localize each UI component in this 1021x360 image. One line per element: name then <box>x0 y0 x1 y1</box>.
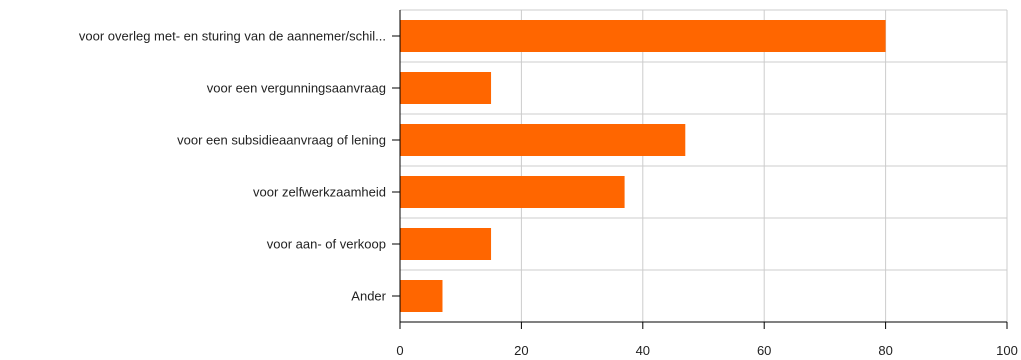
x-tick-label-0: 0 <box>396 343 403 358</box>
x-tick-labels: 0 20 40 60 80 100 <box>396 343 1017 358</box>
bar-4 <box>400 228 492 260</box>
category-label-5: Ander <box>351 289 386 304</box>
category-label-4: voor aan- of verkoop <box>267 237 386 252</box>
bar-3 <box>400 176 625 208</box>
category-labels: voor overleg met- en sturing van de aann… <box>79 29 387 304</box>
axes <box>392 10 1008 329</box>
category-label-0: voor overleg met- en sturing van de aann… <box>79 29 386 44</box>
category-label-3: voor zelfwerkzaamheid <box>253 185 386 200</box>
category-label-2: voor een subsidieaanvraag of lening <box>177 133 386 148</box>
bars <box>400 20 886 312</box>
x-tick-label-60: 60 <box>757 343 771 358</box>
bar-0 <box>400 20 886 52</box>
bar-2 <box>400 124 686 156</box>
bar-1 <box>400 72 492 104</box>
x-tick-label-100: 100 <box>996 343 1018 358</box>
category-label-1: voor een vergunningsaanvraag <box>207 81 386 96</box>
x-tick-label-80: 80 <box>878 343 892 358</box>
x-tick-label-40: 40 <box>636 343 650 358</box>
x-tick-label-20: 20 <box>514 343 528 358</box>
bar-5 <box>400 280 443 312</box>
grid-lines <box>399 9 1008 323</box>
